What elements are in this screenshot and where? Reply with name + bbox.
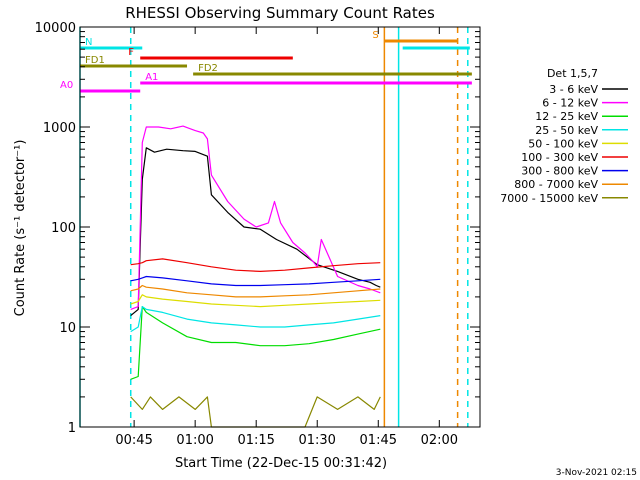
series-line-7000-15000-kev [130, 396, 381, 428]
series-line-25-50-kev [130, 306, 381, 333]
y-tick-label-100: 100 [51, 221, 76, 236]
series-line-12-25-kev [130, 306, 381, 380]
legend-title: Det 1,5,7 [547, 67, 598, 80]
x-tick-label-00-45: 00:45 [115, 433, 152, 448]
series-line-800-7000-kev [130, 284, 381, 298]
series-line-3-6-kev [130, 147, 381, 317]
legend-label-3-6-kev: 3 - 6 keV [549, 83, 598, 96]
y-axis-label: Count Rate (s⁻¹ detector⁻¹) [13, 140, 28, 317]
series-line-300-800-kev [130, 275, 381, 287]
flag-label-a1: A1 [145, 72, 158, 83]
flag-label-fd1: FD1 [85, 55, 105, 66]
x-tick-label-01-45: 01:45 [360, 433, 397, 448]
y-tick-label-1000: 1000 [43, 121, 76, 136]
flag-label-fd2: FD2 [198, 63, 218, 74]
legend-label-6-12-kev: 6 - 12 keV [542, 97, 598, 110]
x-tick-label-01-15: 01:15 [237, 433, 274, 448]
chart-title: RHESSI Observing Summary Count Rates [125, 4, 435, 22]
x-tick-label-02-00: 02:00 [421, 433, 458, 448]
flag-layer: N S F FD1 FD2 A0 A1 [60, 30, 472, 93]
x-tick-label-01-00: 01:00 [176, 433, 213, 448]
flag-label-f: F [128, 47, 134, 58]
y-tick-label-10: 10 [59, 321, 76, 336]
x-tick-label-01-30: 01:30 [298, 433, 335, 448]
series-layer [130, 125, 381, 428]
legend-label-100-300-kev: 100 - 300 keV [521, 151, 598, 164]
series-line-50-100-kev [130, 294, 381, 308]
footer-timestamp: 3-Nov-2021 02:15 [556, 468, 637, 478]
legend-label-800-7000-kev: 800 - 7000 keV [514, 178, 598, 191]
legend-label-300-800-kev: 300 - 800 keV [521, 165, 598, 178]
flag-label-n: N [85, 37, 92, 48]
flag-label-s: S [372, 30, 378, 41]
series-line-6-12-kev [130, 125, 381, 310]
flag-label-a0: A0 [60, 80, 73, 91]
y-tick-label-10000: 10000 [35, 21, 76, 36]
legend-label-12-25-kev: 12 - 25 keV [535, 110, 598, 123]
axes-layer: 00:45 01:00 01:15 01:30 01:45 02:00 1 10 100 1000… [35, 21, 480, 448]
legend-label-50-100-kev: 50 - 100 keV [528, 137, 598, 150]
legend-label-7000-15000-kev: 7000 - 15000 keV [500, 192, 598, 205]
series-line-100-300-kev [130, 258, 381, 272]
y-tick-label-1: 1 [68, 421, 76, 436]
legend-label-25-50-kev: 25 - 50 keV [535, 124, 598, 137]
x-axis-label: Start Time (22-Dec-15 00:31:42) [175, 456, 387, 471]
